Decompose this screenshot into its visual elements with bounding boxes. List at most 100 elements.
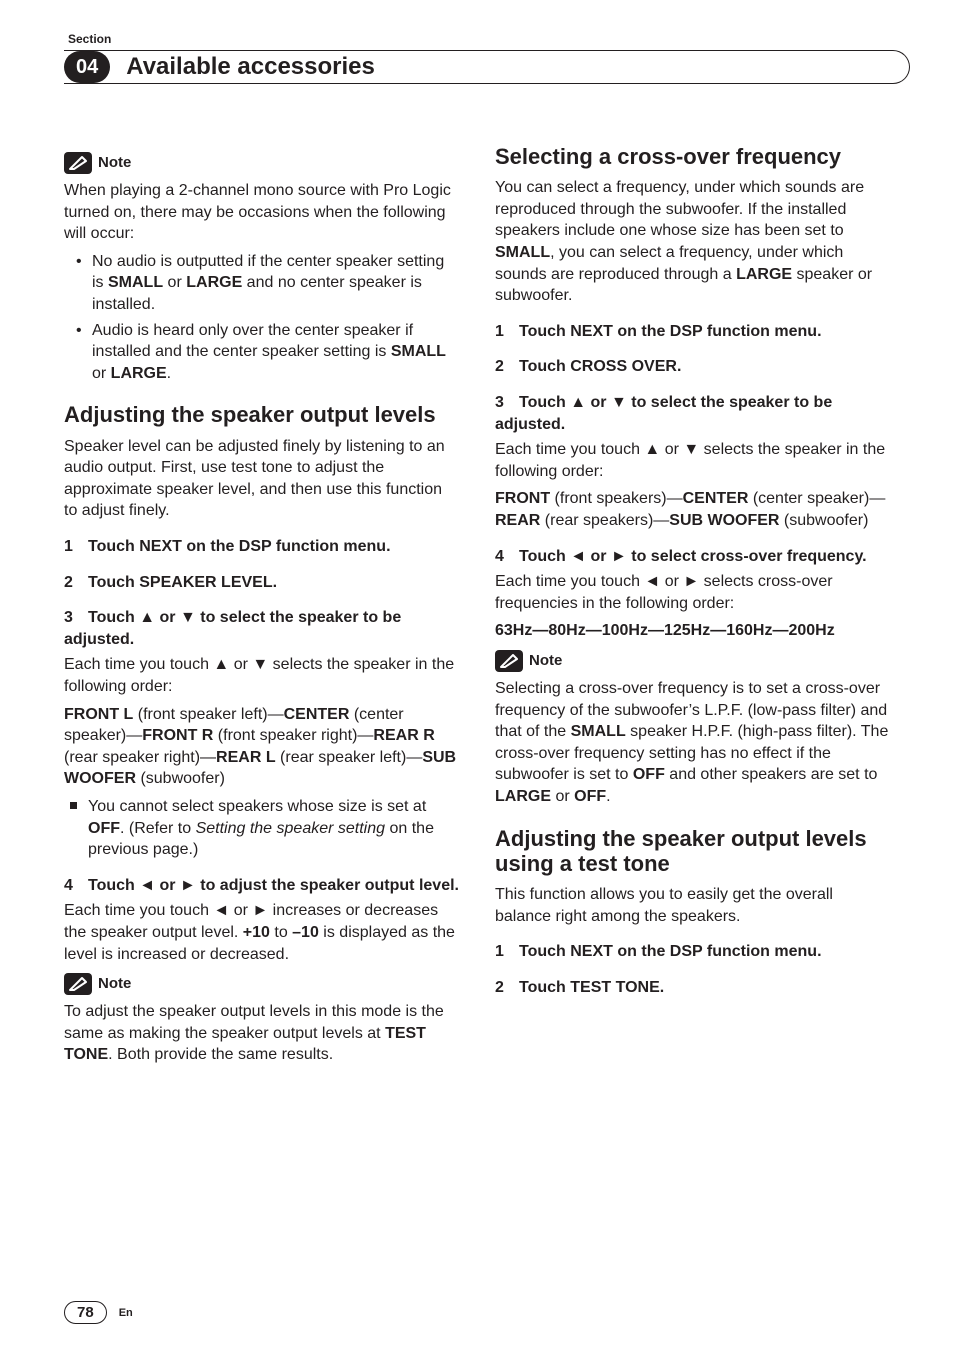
text: or	[163, 274, 186, 291]
text-bold: OFF	[88, 820, 120, 837]
heading-adjust-levels: Adjusting the speaker output levels	[64, 402, 459, 427]
step-num: 2	[495, 977, 519, 999]
step-text: Touch TEST TONE.	[519, 979, 664, 996]
down-triangle-icon: ▼	[252, 656, 268, 673]
text: (rear speaker right)—	[64, 749, 216, 766]
heading-crossover: Selecting a cross-over frequency	[495, 144, 890, 169]
text: (front speakers)—	[550, 490, 682, 507]
badge-row: 04 Available accessories	[64, 50, 890, 84]
step-3: 3Touch ▲ or ▼ to select the speaker to b…	[64, 607, 459, 650]
speaker-sequence: FRONT L (front speaker left)—CENTER (cen…	[64, 704, 459, 790]
text: (rear speaker left)—	[276, 749, 423, 766]
text-bold: SMALL	[571, 723, 626, 740]
text-bold: REAR L	[216, 749, 276, 766]
text: .	[167, 365, 171, 382]
text: (subwoofer)	[779, 512, 868, 529]
adjust-intro: Speaker level can be adjusted finely by …	[64, 436, 459, 522]
step4-body: Each time you touch ◄ or ► increases or …	[64, 900, 459, 965]
step-text: Touch NEXT on the DSP function menu.	[88, 538, 391, 555]
cstep4-body: Each time you touch ◄ or ► selects cross…	[495, 571, 890, 614]
cstep-3: 3Touch ▲ or ▼ to select the speaker to b…	[495, 392, 890, 435]
up-triangle-icon: ▲	[213, 656, 229, 673]
heading-test-tone: Adjusting the speaker output levels usin…	[495, 826, 890, 877]
section-header: Section 04 Available accessories	[64, 32, 890, 84]
step-num: 1	[64, 536, 88, 558]
text-bold: LARGE	[495, 788, 551, 805]
text: (rear speakers)—	[540, 512, 669, 529]
note-icon	[495, 650, 523, 672]
section-number-badge: 04	[64, 51, 110, 83]
step-text: Touch NEXT on the DSP function menu.	[519, 943, 822, 960]
note-label: Note	[98, 153, 131, 173]
text: to	[270, 924, 292, 941]
note-label: Note	[98, 974, 131, 994]
text: or	[660, 573, 683, 590]
note-heading: Note	[64, 152, 459, 174]
list-item: Audio is heard only over the center spea…	[64, 320, 459, 385]
step-text: Touch ▲ or ▼ to select the speaker to be…	[495, 394, 832, 433]
step-text: Touch ◄ or ► to adjust the speaker outpu…	[88, 877, 459, 894]
columns: Note When playing a 2-channel mono sourc…	[64, 144, 890, 1072]
text: Each time you touch	[64, 656, 213, 673]
text-bold: CENTER	[683, 490, 749, 507]
step-num: 3	[64, 607, 88, 629]
frequency-list: 63Hz—80Hz—100Hz—125Hz—160Hz—200Hz	[495, 620, 890, 642]
cstep3-body: Each time you touch ▲ or ▼ selects the s…	[495, 439, 890, 482]
note-heading: Note	[64, 973, 459, 995]
note1-intro: When playing a 2-channel mono source wit…	[64, 180, 459, 245]
language-label: En	[119, 1307, 133, 1319]
text: or	[551, 788, 574, 805]
text-bold: FRONT	[495, 490, 550, 507]
note-label: Note	[529, 651, 562, 671]
up-triangle-icon: ▲	[644, 441, 660, 458]
text: or	[92, 365, 111, 382]
text-bold: LARGE	[111, 365, 167, 382]
text: . Both provide the same results.	[108, 1046, 333, 1063]
right-triangle-icon: ►	[683, 573, 699, 590]
text-bold: SMALL	[391, 343, 446, 360]
ttstep-2: 2Touch TEST TONE.	[495, 977, 890, 999]
text-bold: LARGE	[736, 266, 792, 283]
text: (front speaker right)—	[213, 727, 373, 744]
crossover-sequence: FRONT (front speakers)—CENTER (center sp…	[495, 488, 890, 531]
note2-body: To adjust the speaker output levels in t…	[64, 1001, 459, 1066]
text: . (Refer to	[120, 820, 196, 837]
text: (front speaker left)—	[133, 706, 283, 723]
step-text: Touch NEXT on the DSP function menu.	[519, 323, 822, 340]
text: (subwoofer)	[136, 770, 225, 787]
note3-body: Selecting a cross-over frequency is to s…	[495, 678, 890, 808]
step-num: 2	[495, 356, 519, 378]
text: Each time you touch	[64, 902, 213, 919]
left-triangle-icon: ◄	[644, 573, 660, 590]
square-note: You cannot select speakers whose size is…	[64, 796, 459, 861]
step-num: 3	[495, 392, 519, 414]
text-bold: SMALL	[495, 244, 550, 261]
step-num: 2	[64, 572, 88, 594]
left-triangle-icon: ◄	[213, 902, 229, 919]
list-item: No audio is outputted if the center spea…	[64, 251, 459, 316]
text-bold: –10	[292, 924, 319, 941]
text: Each time you touch	[495, 573, 644, 590]
text-bold: OFF	[574, 788, 606, 805]
text: and other speakers are set to	[665, 766, 878, 783]
text: or	[229, 902, 252, 919]
step3-body: Each time you touch ▲ or ▼ selects the s…	[64, 654, 459, 697]
text-bold: +10	[243, 924, 270, 941]
page: Section 04 Available accessories Note Wh…	[0, 0, 954, 1352]
step-text: Touch ◄ or ► to select cross-over freque…	[519, 548, 867, 565]
step-4: 4Touch ◄ or ► to adjust the speaker outp…	[64, 875, 459, 897]
text: or	[229, 656, 252, 673]
text-bold: FRONT R	[142, 727, 213, 744]
text: You can select a frequency, under which …	[495, 179, 864, 239]
step-1: 1Touch NEXT on the DSP function menu.	[64, 536, 459, 558]
note-icon	[64, 152, 92, 174]
testtone-intro: This function allows you to easily get t…	[495, 884, 890, 927]
page-number: 78	[64, 1301, 107, 1324]
text-bold: SMALL	[108, 274, 163, 291]
text: Audio is heard only over the center spea…	[92, 322, 413, 361]
text: (center speaker)—	[748, 490, 885, 507]
text: or	[660, 441, 683, 458]
step-text: Touch ▲ or ▼ to select the speaker to be…	[64, 609, 401, 648]
step-num: 1	[495, 941, 519, 963]
step-num: 4	[64, 875, 88, 897]
